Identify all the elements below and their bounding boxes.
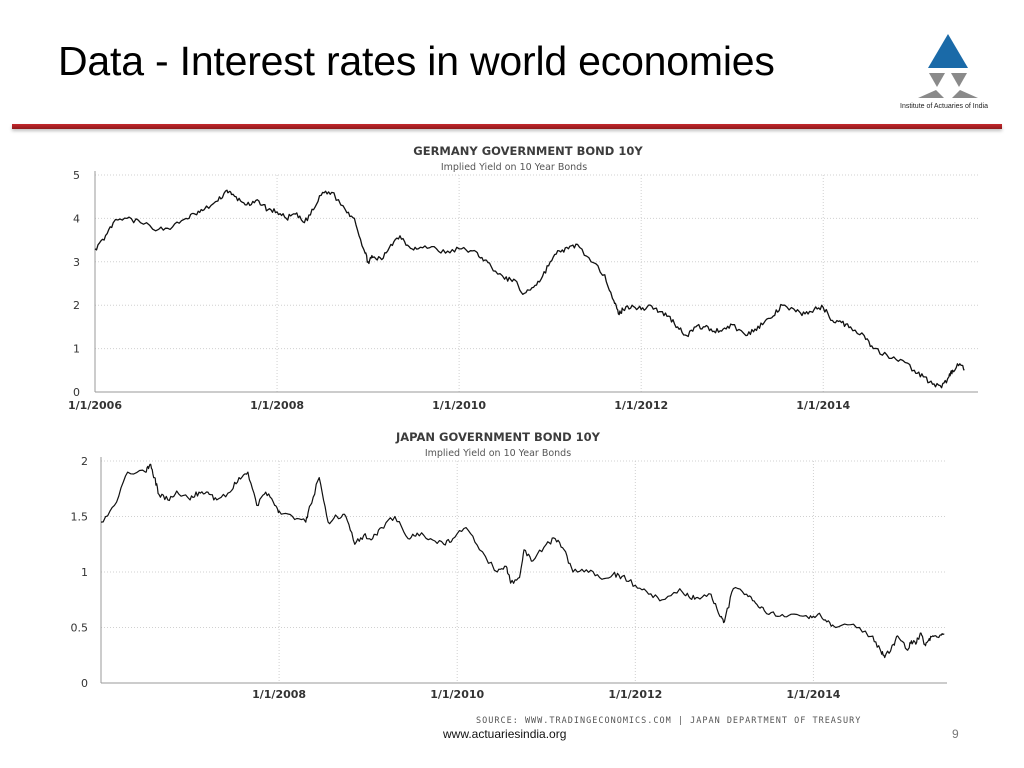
- germany-xtick-label: 1/1/2012: [614, 399, 668, 412]
- germany-xtick-label: 1/1/2014: [796, 399, 850, 412]
- germany-chart-subtitle: Implied Yield on 10 Year Bonds: [441, 162, 587, 173]
- germany-ytick-label: 1: [73, 343, 80, 356]
- institute-logo: [918, 34, 978, 98]
- logo-right-triangle: [951, 73, 967, 87]
- japan-ytick-label: 0: [81, 677, 88, 690]
- source-note: SOURCE: WWW.TRADINGECONOMICS.COM | JAPAN…: [476, 716, 862, 726]
- japan-chart-title: JAPAN GOVERNMENT BOND 10Y: [395, 430, 601, 444]
- logo-caption: Institute of Actuaries of India: [900, 103, 988, 110]
- accent-divider: [12, 124, 1002, 129]
- germany-ytick-label: 4: [73, 212, 80, 225]
- logo-top-triangle: [928, 34, 968, 68]
- germany-ytick-label: 3: [73, 256, 80, 269]
- japan-xtick-label: 1/1/2008: [252, 688, 306, 701]
- footer-url[interactable]: www.actuariesindia.org: [443, 727, 567, 741]
- page-title: Data - Interest rates in world economies: [58, 38, 775, 84]
- germany-xtick-label: 1/1/2006: [68, 399, 122, 412]
- japan-ytick-label: 1.5: [71, 511, 89, 524]
- germany-yield-line: [94, 189, 965, 389]
- japan-chart-subtitle: Implied Yield on 10 Year Bonds: [425, 448, 571, 459]
- japan-ytick-label: 0.5: [71, 622, 89, 635]
- germany-xtick-label: 1/1/2008: [250, 399, 304, 412]
- germany-ytick-label: 5: [73, 169, 80, 182]
- logo-left-triangle: [929, 73, 945, 87]
- japan-xtick-label: 1/1/2014: [786, 688, 840, 701]
- japan-bond-chart: JAPAN GOVERNMENT BOND 10Y Implied Yield …: [71, 430, 947, 701]
- japan-xtick-label: 1/1/2012: [608, 688, 662, 701]
- germany-bond-chart: GERMANY GOVERNMENT BOND 10Y Implied Yiel…: [68, 144, 978, 412]
- germany-ytick-label: 0: [73, 386, 80, 399]
- logo-left-base: [918, 90, 944, 98]
- japan-ytick-label: 2: [81, 455, 88, 468]
- japan-xtick-label: 1/1/2010: [430, 688, 484, 701]
- germany-chart-title: GERMANY GOVERNMENT BOND 10Y: [413, 144, 643, 158]
- germany-xtick-label: 1/1/2010: [432, 399, 486, 412]
- logo-right-base: [952, 90, 978, 98]
- germany-ytick-label: 2: [73, 299, 80, 312]
- japan-yield-line: [100, 463, 945, 659]
- page-number: 9: [952, 727, 959, 741]
- japan-ytick-label: 1: [81, 566, 88, 579]
